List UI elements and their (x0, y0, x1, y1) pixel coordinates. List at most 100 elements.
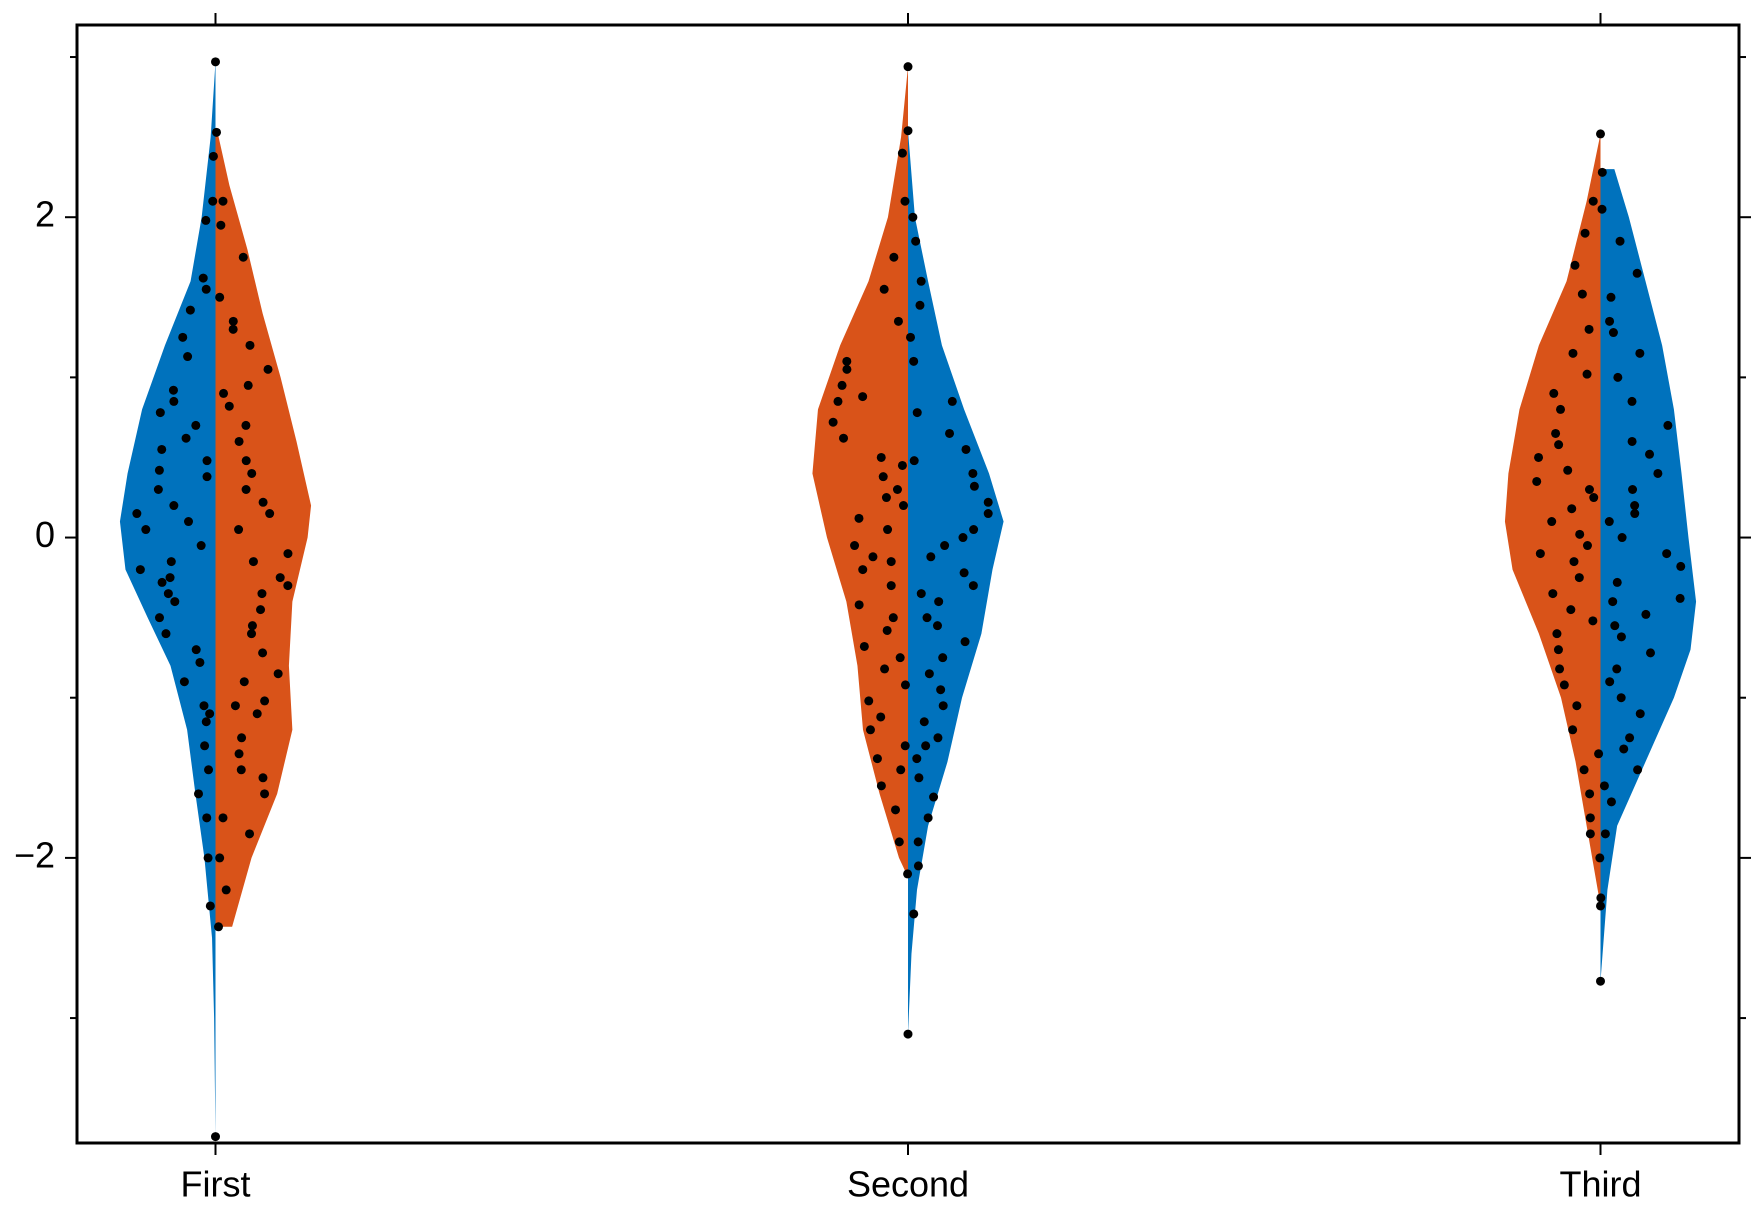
data-point (1653, 468, 1663, 478)
data-point (204, 765, 214, 775)
data-point (960, 637, 970, 647)
data-point (876, 781, 886, 791)
data-point (828, 417, 838, 427)
data-point (923, 813, 933, 823)
data-point (1628, 484, 1638, 494)
data-point (184, 517, 194, 527)
data-point (876, 712, 886, 722)
data-point (968, 468, 978, 478)
data-point (1599, 781, 1609, 791)
data-point (211, 57, 220, 67)
data-point (1585, 789, 1595, 799)
data-point (208, 196, 218, 206)
data-point (1577, 289, 1587, 299)
data-point (926, 552, 936, 562)
data-point (205, 901, 215, 911)
data-point (216, 220, 226, 230)
x-tick-label: Third (1559, 1164, 1641, 1205)
data-point (945, 428, 955, 438)
data-point (913, 837, 923, 847)
data-point (1588, 196, 1598, 206)
data-point (876, 452, 886, 462)
data-point (916, 276, 926, 286)
data-point (234, 749, 244, 759)
data-point (1579, 765, 1589, 775)
data-point (1635, 348, 1645, 358)
data-point (1585, 829, 1595, 839)
data-point (195, 657, 205, 667)
violin-half (119, 61, 216, 1137)
data-point (247, 468, 257, 478)
data-point (237, 733, 247, 743)
data-point (201, 284, 211, 294)
data-point (914, 773, 924, 783)
data-point (201, 215, 211, 225)
x-tick-label: Second (847, 1164, 969, 1205)
data-point (170, 597, 180, 607)
data-point (878, 472, 888, 482)
data-point (245, 829, 255, 839)
data-point (1633, 765, 1643, 775)
x-tick-label: First (181, 1164, 251, 1205)
data-point (243, 380, 253, 390)
data-point (183, 352, 193, 362)
data-point (903, 126, 913, 136)
data-point (154, 465, 164, 475)
data-point (169, 396, 179, 406)
data-point (258, 648, 268, 658)
data-point (202, 456, 212, 466)
data-point (1612, 664, 1622, 674)
data-point (1596, 129, 1605, 139)
data-point (155, 408, 165, 418)
data-point (839, 433, 849, 443)
data-point (1566, 605, 1576, 615)
data-point (215, 292, 225, 302)
data-point (900, 680, 910, 690)
data-point (154, 613, 164, 623)
data-point (1627, 396, 1637, 406)
data-point (1619, 744, 1629, 754)
data-point (897, 148, 907, 158)
data-point (1596, 893, 1606, 903)
data-point (169, 501, 179, 511)
data-point (1594, 749, 1604, 759)
data-point (157, 577, 167, 587)
data-point (929, 792, 939, 802)
data-point (865, 725, 875, 735)
data-point (135, 565, 145, 575)
data-point (1552, 629, 1562, 639)
data-point (1630, 509, 1640, 519)
data-point (1616, 693, 1626, 703)
data-point (1676, 561, 1686, 571)
y-tick-label: 0 (35, 514, 55, 555)
data-point (969, 481, 979, 491)
data-point (224, 401, 234, 411)
data-point (265, 509, 275, 519)
data-point (892, 484, 902, 494)
data-point (1574, 573, 1584, 583)
data-point (219, 388, 229, 398)
data-point (234, 525, 244, 535)
data-point (919, 717, 929, 727)
data-point (913, 861, 923, 871)
data-point (257, 589, 267, 599)
data-point (165, 573, 175, 583)
data-point (909, 909, 919, 919)
data-point (1625, 733, 1635, 743)
violin-half (215, 132, 312, 927)
data-point (283, 581, 293, 591)
data-point (938, 653, 948, 663)
data-point (1612, 577, 1622, 587)
data-point (983, 509, 993, 519)
data-point (886, 557, 896, 567)
data-point (1568, 725, 1578, 735)
violin-half (1600, 169, 1697, 982)
data-point (1553, 645, 1563, 655)
data-point (1582, 369, 1592, 379)
data-point (283, 549, 293, 559)
data-point (221, 885, 231, 895)
data-point (258, 497, 268, 507)
data-point (247, 629, 257, 639)
data-point (166, 557, 176, 567)
data-point (908, 212, 918, 222)
